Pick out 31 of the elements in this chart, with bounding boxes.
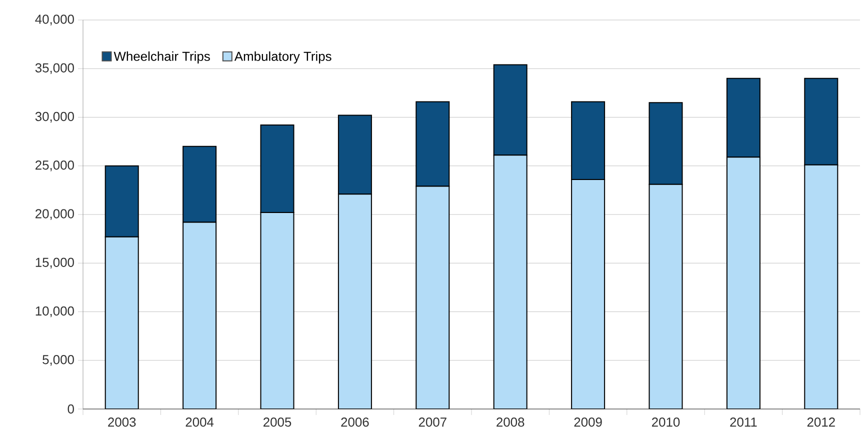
x-tick-label: 2009	[574, 418, 602, 427]
x-tick-label: 2005	[264, 418, 292, 427]
y-tick-label: 20,000	[36, 209, 74, 220]
x-tick-label: 2012	[807, 418, 835, 427]
y-tick-label: 25,000	[36, 160, 74, 172]
y-tick-label: 40,000	[35, 14, 74, 26]
x-tick-label: 2008	[496, 418, 524, 427]
y-tick-label: 10,000	[36, 306, 74, 318]
x-tick-label: 2011	[730, 418, 757, 427]
y-tick-label: 35,000	[35, 63, 74, 74]
legend-label: Ambulatory Trips	[234, 51, 332, 64]
y-tick-label: 15,000	[36, 258, 74, 268]
bar	[648, 184, 683, 409]
bar	[726, 156, 760, 409]
bar	[260, 212, 294, 409]
bar	[182, 222, 217, 409]
bar	[804, 164, 838, 409]
bar	[338, 194, 372, 409]
bar	[104, 236, 139, 409]
bar	[571, 178, 606, 409]
x-tick-label: 2004	[186, 418, 214, 427]
legend-label: Wheelchair Trips	[114, 51, 210, 64]
x-tick-label: 2007	[418, 418, 446, 427]
x-tick-label: 2010	[652, 418, 680, 427]
y-tick-label: 30,000	[35, 112, 74, 123]
bar	[493, 154, 528, 409]
y-tick-label: 0	[68, 404, 74, 414]
x-tick-label: 2006	[341, 418, 369, 427]
x-tick-label: 2003	[108, 418, 136, 427]
bar	[416, 186, 450, 409]
y-tick-label: 5,000	[42, 355, 74, 366]
